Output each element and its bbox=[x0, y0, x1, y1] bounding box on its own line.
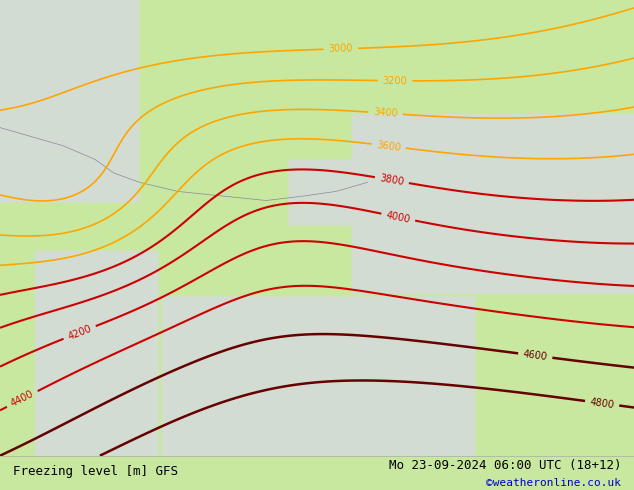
Text: 3400: 3400 bbox=[373, 107, 398, 119]
Text: 3600: 3600 bbox=[376, 140, 401, 152]
Text: 4400: 4400 bbox=[9, 389, 36, 409]
Text: Mo 23-09-2024 06:00 UTC (18+12): Mo 23-09-2024 06:00 UTC (18+12) bbox=[389, 460, 621, 472]
Text: 4200: 4200 bbox=[67, 323, 93, 342]
Text: 4800: 4800 bbox=[590, 396, 615, 410]
Text: 3000: 3000 bbox=[328, 44, 353, 54]
Text: 3800: 3800 bbox=[379, 173, 404, 187]
Text: 3200: 3200 bbox=[383, 75, 408, 86]
Text: ©weatheronline.co.uk: ©weatheronline.co.uk bbox=[486, 478, 621, 488]
Text: 4600: 4600 bbox=[522, 349, 548, 362]
Text: 4000: 4000 bbox=[385, 210, 411, 224]
Text: Freezing level [m] GFS: Freezing level [m] GFS bbox=[13, 465, 178, 478]
